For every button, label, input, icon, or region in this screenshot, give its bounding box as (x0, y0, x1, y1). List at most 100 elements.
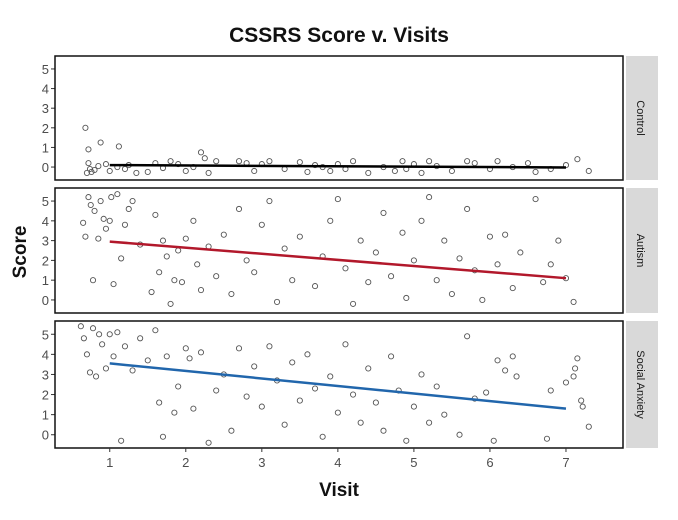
data-point (228, 427, 235, 434)
data-point (574, 355, 581, 362)
data-point (441, 237, 448, 244)
data-point (85, 160, 92, 167)
data-point (148, 288, 155, 296)
panel-background (55, 321, 623, 448)
data-point (403, 294, 410, 302)
facet-panels: 0 1 2 3 4 5 Control 0 1 2 3 4 5 Autism 0 1 2 3 4 5 Social An… (42, 55, 658, 470)
x-tick-label: 6 (486, 455, 493, 470)
data-point (213, 273, 220, 280)
data-point (517, 249, 524, 256)
x-tick-label: 2 (182, 455, 189, 470)
data-point (562, 162, 570, 169)
y-tick-label: 3 (42, 101, 49, 116)
facet-strip-label: Social Anxiety (634, 350, 646, 419)
data-point (243, 257, 250, 264)
y-tick-label: 2 (42, 253, 49, 268)
data-point (88, 168, 95, 176)
data-point (114, 191, 121, 198)
data-point (579, 403, 586, 410)
data-point (543, 435, 551, 442)
data-point (372, 249, 379, 256)
facet-panel-social-anxiety: 0 1 2 3 4 5 Social Anxiety (42, 320, 658, 449)
data-point (95, 235, 102, 242)
data-point (509, 285, 516, 292)
data-point (87, 201, 94, 209)
data-point (190, 405, 197, 412)
data-point (380, 427, 387, 434)
data-point (266, 198, 273, 205)
data-point (110, 353, 117, 360)
data-point (574, 156, 581, 163)
data-point (182, 235, 189, 242)
data-point (171, 277, 178, 284)
data-point (562, 379, 570, 386)
data-point (159, 237, 167, 244)
y-tick-label: 3 (42, 367, 49, 382)
data-point (133, 169, 140, 176)
data-point (95, 163, 102, 170)
y-tick-label: 5 (42, 327, 49, 342)
data-point (494, 261, 501, 268)
data-point (570, 298, 577, 305)
data-point (258, 403, 265, 410)
data-point (83, 169, 90, 176)
data-point (197, 149, 205, 156)
data-point (96, 331, 103, 338)
data-point (201, 155, 208, 162)
data-point (156, 269, 163, 276)
data-point (197, 349, 205, 356)
y-tick-label: 2 (42, 388, 49, 403)
y-axis-label: Score (10, 226, 31, 279)
data-point (572, 365, 579, 372)
data-point (129, 198, 136, 205)
data-point (464, 158, 471, 165)
panel-border (54, 55, 624, 181)
data-point (418, 371, 425, 378)
data-point (144, 168, 151, 176)
data-point (93, 373, 100, 380)
data-point (175, 383, 182, 390)
data-point (494, 158, 501, 165)
data-point (258, 221, 265, 228)
panel-border (54, 187, 624, 314)
data-point (118, 437, 125, 444)
y-tick-label: 4 (42, 214, 49, 229)
panel-background (55, 188, 623, 313)
chart-title: CSSRS Score v. Visits (229, 24, 449, 47)
data-point (486, 233, 493, 240)
data-point (228, 290, 235, 298)
data-point (365, 365, 372, 372)
data-point (86, 369, 94, 376)
data-point (334, 409, 341, 416)
data-point (426, 158, 433, 165)
data-point (433, 277, 440, 284)
data-point (110, 281, 117, 288)
facet-strip (626, 188, 658, 313)
data-point (102, 225, 109, 232)
data-point (273, 298, 281, 305)
data-point (479, 296, 486, 303)
data-point (125, 205, 132, 213)
data-point (578, 397, 585, 404)
data-point (266, 343, 273, 350)
y-tick-label: 3 (42, 234, 49, 249)
data-point (502, 231, 509, 238)
data-point (194, 261, 201, 268)
y-tick-label: 1 (42, 140, 49, 155)
y-tick-label: 5 (42, 194, 49, 209)
data-point (350, 391, 357, 398)
data-point (509, 353, 516, 360)
data-point (182, 345, 189, 352)
data-point (502, 367, 509, 374)
data-point (448, 290, 455, 298)
data-point (456, 431, 463, 438)
data-point (350, 158, 357, 165)
x-tick-label: 5 (410, 455, 417, 470)
y-tick-label: 5 (42, 62, 49, 77)
data-point (289, 359, 296, 366)
data-point (106, 217, 113, 224)
data-point (152, 211, 159, 218)
data-point (190, 217, 197, 224)
data-point (235, 158, 243, 165)
